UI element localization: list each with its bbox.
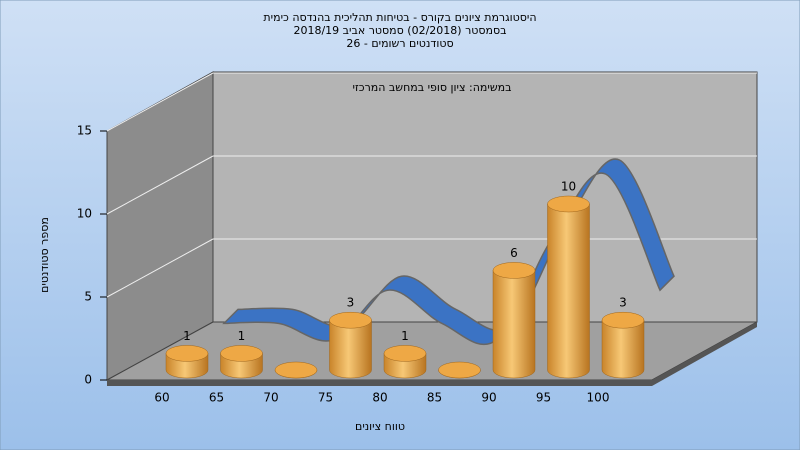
title-line: היסטוגרמת ציונים בקורס - בטיחות תהליכית … [263, 11, 536, 24]
x-tick-label: 70 [263, 391, 278, 405]
y-tick-label: 10 [77, 207, 92, 221]
y-axis-label: מספר סטודנטים [38, 217, 51, 293]
bar [329, 319, 372, 379]
value-label: 1 [183, 329, 191, 343]
bar-top [601, 311, 645, 329]
bar-top [383, 345, 427, 362]
y-tick-label: 0 [84, 373, 92, 387]
value-label: 3 [619, 296, 627, 310]
annotation: במשימה: ציון סופי במחשב המרכזי [352, 81, 511, 94]
bar-top [165, 345, 209, 362]
y-tick-label: 5 [84, 290, 92, 304]
back-wall [212, 71, 758, 323]
grid-line [106, 238, 214, 298]
x-tick-label: 65 [209, 391, 224, 405]
value-label: 10 [561, 180, 576, 194]
ribbon [222, 158, 675, 346]
title-line: בסמסטר (02/2018) סמסטר אביב 2018/19 [293, 24, 506, 37]
bar [601, 319, 645, 379]
y-tick-label: 15 [77, 124, 92, 138]
bar-top [438, 361, 481, 379]
bar-top [547, 195, 590, 213]
x-tick-label: 80 [372, 391, 387, 405]
title-line: סטודנטים רשומים - 26 [346, 37, 453, 50]
bar-top [274, 361, 318, 379]
x-tick-label: 60 [154, 391, 169, 405]
x-tick-label: 90 [481, 391, 496, 405]
x-tick-label: 95 [536, 391, 551, 405]
x-tick-label: 100 [587, 391, 610, 405]
value-label: 3 [347, 296, 355, 310]
x-axis-label: טווח ציונים [355, 420, 405, 433]
value-label: 1 [401, 329, 409, 343]
value-label: 1 [238, 329, 246, 343]
bar [547, 203, 590, 379]
bar-top [329, 311, 372, 329]
grid-line [106, 72, 214, 132]
bar-top [220, 345, 263, 362]
x-tick-label: 85 [427, 391, 442, 405]
bar [492, 270, 536, 379]
grid-line [106, 155, 214, 215]
bar-top [492, 262, 536, 279]
value-label: 6 [510, 246, 518, 260]
x-tick-label: 75 [318, 391, 333, 405]
